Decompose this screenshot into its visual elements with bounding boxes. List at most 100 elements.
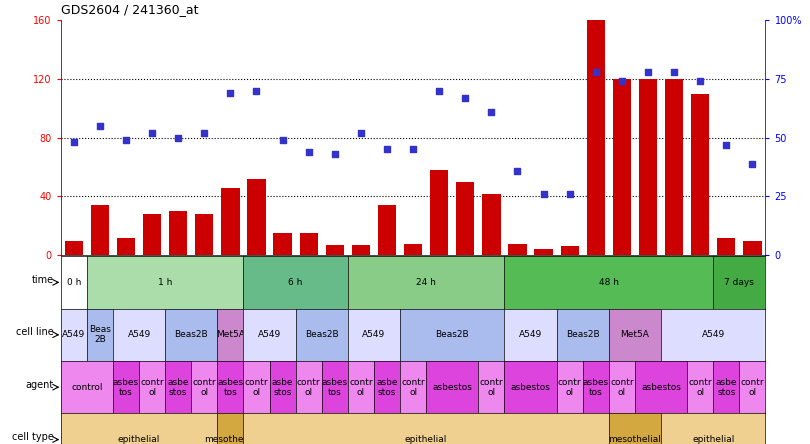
Bar [482,194,501,255]
Text: contr
ol: contr ol [610,378,633,396]
Text: asbes
tos: asbes tos [113,378,139,396]
Text: contr
ol: contr ol [349,378,373,396]
Point [590,68,603,75]
Text: contr
ol: contr ol [401,378,425,396]
Point [381,146,394,153]
Text: 24 h: 24 h [416,278,436,287]
Bar [195,214,213,255]
Bar [430,170,448,255]
Text: time: time [32,275,53,285]
Bar [274,233,292,255]
Text: asbe
stos: asbe stos [168,378,189,396]
Text: contr
ol: contr ol [140,378,164,396]
Text: A549: A549 [519,330,542,339]
Text: mesothelial: mesothelial [204,435,257,444]
Bar [691,94,710,255]
Text: asbe
stos: asbe stos [377,378,398,396]
Bar [117,238,135,255]
Text: contr
ol: contr ol [245,378,268,396]
Point [511,167,524,174]
Text: asbestos: asbestos [433,383,472,392]
Text: contr
ol: contr ol [297,378,321,396]
Text: agent: agent [25,380,53,389]
Text: asbes
tos: asbes tos [582,378,609,396]
Point [328,151,341,158]
Bar [169,211,187,255]
Point [563,190,576,198]
Bar [300,233,318,255]
Text: asbestos: asbestos [641,383,681,392]
Text: asbestos: asbestos [510,383,551,392]
Text: contr
ol: contr ol [740,378,764,396]
Point [120,136,133,143]
Text: control: control [71,383,103,392]
Text: 1 h: 1 h [158,278,173,287]
Text: A549: A549 [362,330,386,339]
Bar [247,179,266,255]
Point [67,139,80,146]
Text: 6 h: 6 h [288,278,303,287]
Point [433,87,446,94]
Text: epithelial: epithelial [118,435,160,444]
Text: A549: A549 [127,330,151,339]
Bar [456,182,475,255]
Text: epithelial: epithelial [692,435,735,444]
Bar [221,188,240,255]
Point [146,129,159,136]
Text: asbe
stos: asbe stos [715,378,737,396]
Bar [639,79,657,255]
Point [616,78,629,85]
Text: contr
ol: contr ol [480,378,503,396]
Bar [612,79,631,255]
Point [693,78,706,85]
Text: A549: A549 [258,330,281,339]
Bar [535,250,552,255]
Bar [586,20,605,255]
Text: Beas
2B: Beas 2B [89,325,111,344]
Text: 48 h: 48 h [599,278,619,287]
Text: Beas2B: Beas2B [566,330,599,339]
Bar [91,205,109,255]
Text: Beas2B: Beas2B [436,330,469,339]
Bar [377,205,396,255]
Text: Beas2B: Beas2B [305,330,339,339]
Point [198,129,211,136]
Text: A549: A549 [62,330,85,339]
Point [93,123,106,130]
Text: epithelial: epithelial [405,435,447,444]
Text: contr
ol: contr ol [193,378,216,396]
Point [746,160,759,167]
Text: Met5A: Met5A [216,330,245,339]
Bar [665,79,683,255]
Point [407,146,420,153]
Point [642,68,654,75]
Text: cell line: cell line [15,327,53,337]
Point [667,68,680,75]
Bar [404,244,422,255]
Text: 7 days: 7 days [724,278,754,287]
Bar [561,246,579,255]
Text: contr
ol: contr ol [688,378,712,396]
Bar [717,238,735,255]
Text: GDS2604 / 241360_at: GDS2604 / 241360_at [61,3,198,16]
Bar [65,241,83,255]
Point [720,141,733,148]
Bar [509,244,526,255]
Text: asbes
tos: asbes tos [322,378,347,396]
Bar [352,245,370,255]
Point [276,136,289,143]
Text: 0 h: 0 h [66,278,81,287]
Point [224,89,237,96]
Text: cell type: cell type [11,432,53,442]
Bar [326,245,344,255]
Point [250,87,263,94]
Point [537,190,550,198]
Point [302,148,315,155]
Text: Beas2B: Beas2B [174,330,208,339]
Text: Met5A: Met5A [620,330,650,339]
Text: mesothelial: mesothelial [608,435,662,444]
Point [355,129,368,136]
Bar [143,214,161,255]
Point [172,134,185,141]
Text: contr
ol: contr ol [558,378,582,396]
